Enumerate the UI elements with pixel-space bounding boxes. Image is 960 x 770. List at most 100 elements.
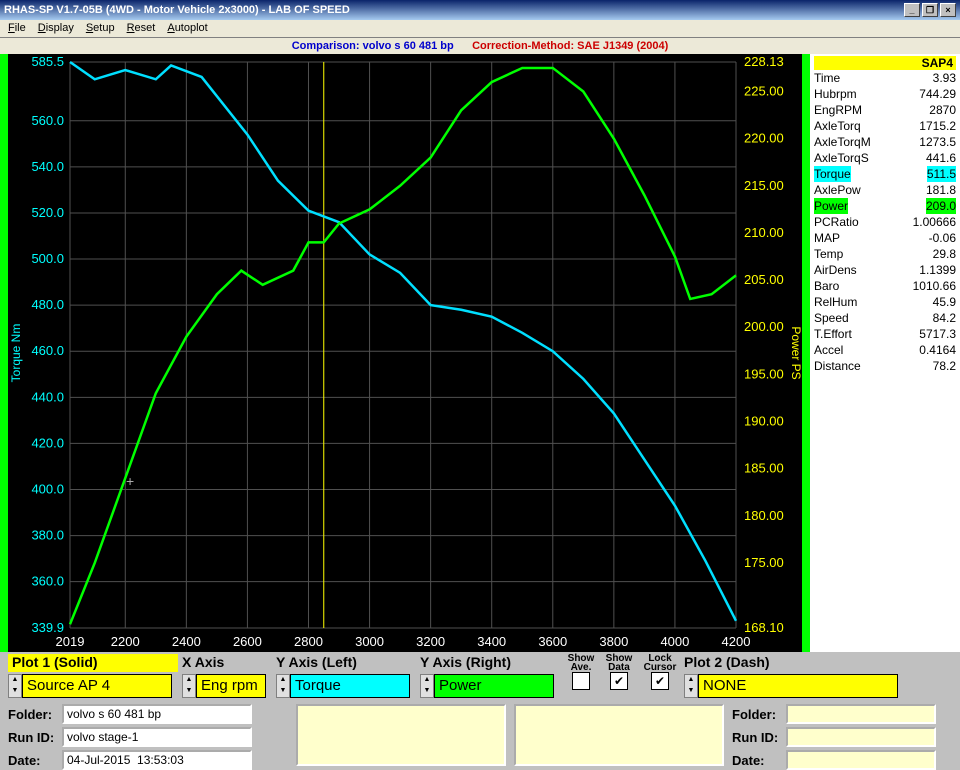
svg-text:215.00: 215.00 xyxy=(744,178,784,193)
data-row-baro: Baro1010.66 xyxy=(814,278,956,294)
svg-text:3200: 3200 xyxy=(416,634,445,649)
data-panel-header: SAP4 xyxy=(814,56,956,70)
showave-title: ShowAve. xyxy=(568,654,595,672)
svg-text:420.0: 420.0 xyxy=(31,435,64,450)
svg-text:400.0: 400.0 xyxy=(31,481,64,496)
menu-setup[interactable]: Setup xyxy=(82,21,119,36)
folder-label-right: Folder: xyxy=(732,707,782,722)
xaxis-field[interactable]: Eng rpm xyxy=(196,674,266,698)
runid-input-left[interactable] xyxy=(62,727,252,747)
minimize-button[interactable]: _ xyxy=(904,3,920,17)
svg-text:2019: 2019 xyxy=(56,634,85,649)
date-label-right: Date: xyxy=(732,753,782,768)
chart-area[interactable]: 2019 2200 2400 2600 2800 3000 3200 3400 3600 3800… xyxy=(0,54,810,652)
svg-text:4200: 4200 xyxy=(722,634,751,649)
data-row-pcratio: PCRatio1.00666 xyxy=(814,214,956,230)
svg-text:2800: 2800 xyxy=(294,634,323,649)
maximize-button[interactable]: ❐ xyxy=(922,3,938,17)
showave-checkbox[interactable] xyxy=(572,672,590,690)
runid-label-right: Run ID: xyxy=(732,730,782,745)
svg-text:4000: 4000 xyxy=(660,634,689,649)
runid-label-left: Run ID: xyxy=(8,730,58,745)
data-row-axletorqm: AxleTorqM1273.5 xyxy=(814,134,956,150)
plot2-source[interactable]: NONE xyxy=(698,674,898,698)
data-row-time: Time3.93 xyxy=(814,70,956,86)
svg-text:220.00: 220.00 xyxy=(744,131,784,146)
svg-text:380.0: 380.0 xyxy=(31,528,64,543)
svg-text:2200: 2200 xyxy=(111,634,140,649)
data-row-temp: Temp29.8 xyxy=(814,246,956,262)
svg-text:225.00: 225.00 xyxy=(744,84,784,99)
svg-text:210.00: 210.00 xyxy=(744,225,784,240)
svg-text:3400: 3400 xyxy=(477,634,506,649)
menu-reset[interactable]: Reset xyxy=(123,21,160,36)
svg-text:500.0: 500.0 xyxy=(31,251,64,266)
svg-text:Power PS: Power PS xyxy=(789,326,802,379)
svg-text:3000: 3000 xyxy=(355,634,384,649)
lockcursor-title: LockCursor xyxy=(644,654,677,672)
svg-text:3800: 3800 xyxy=(599,634,628,649)
data-row-accel: Accel0.4164 xyxy=(814,342,956,358)
plot2-title: Plot 2 (Dash) xyxy=(684,654,904,672)
folder-input-right[interactable] xyxy=(786,704,936,724)
notes-box-1[interactable] xyxy=(296,704,506,766)
showdata-title: ShowData xyxy=(606,654,633,672)
svg-text:200.00: 200.00 xyxy=(744,319,784,334)
showdata-checkbox[interactable]: ✔ xyxy=(610,672,628,690)
svg-text:2600: 2600 xyxy=(233,634,262,649)
svg-text:3600: 3600 xyxy=(538,634,567,649)
svg-text:205.00: 205.00 xyxy=(744,272,784,287)
comparison-label: Comparison: volvo s 60 481 bp xyxy=(292,40,454,52)
folder-label-left: Folder: xyxy=(8,707,58,722)
data-row-axletorq: AxleTorq1715.2 xyxy=(814,118,956,134)
window-title: RHAS-SP V1.7-05B (4WD - Motor Vehicle 2x… xyxy=(4,4,350,16)
yleft-title: Y Axis (Left) xyxy=(276,654,416,672)
menu-autoplot[interactable]: Autoplot xyxy=(163,21,211,36)
info-bar: Comparison: volvo s 60 481 bp Correction… xyxy=(0,38,960,54)
yleft-field[interactable]: Torque xyxy=(290,674,410,698)
window-titlebar: RHAS-SP V1.7-05B (4WD - Motor Vehicle 2x… xyxy=(0,0,960,20)
yright-spinner[interactable]: ▲▼ xyxy=(420,674,434,698)
runid-input-right[interactable] xyxy=(786,727,936,747)
yright-field[interactable]: Power xyxy=(434,674,554,698)
plot1-spinner[interactable]: ▲▼ xyxy=(8,674,22,698)
data-row-map: MAP-0.06 xyxy=(814,230,956,246)
svg-text:168.10: 168.10 xyxy=(744,620,784,635)
svg-text:Torque Nm: Torque Nm xyxy=(9,324,23,383)
date-input-left[interactable] xyxy=(62,750,252,770)
svg-text:540.0: 540.0 xyxy=(31,159,64,174)
yleft-spinner[interactable]: ▲▼ xyxy=(276,674,290,698)
svg-text:195.00: 195.00 xyxy=(744,366,784,381)
data-row-airdens: AirDens1.1399 xyxy=(814,262,956,278)
yright-title: Y Axis (Right) xyxy=(420,654,560,672)
svg-text:228.13: 228.13 xyxy=(744,54,784,69)
lockcursor-checkbox[interactable]: ✔ xyxy=(651,672,669,690)
close-button[interactable]: × xyxy=(940,3,956,17)
folder-input-left[interactable] xyxy=(62,704,252,724)
data-row-relhum: RelHum45.9 xyxy=(814,294,956,310)
svg-text:175.00: 175.00 xyxy=(744,555,784,570)
date-label-left: Date: xyxy=(8,753,58,768)
svg-text:190.00: 190.00 xyxy=(744,414,784,429)
notes-box-2[interactable] xyxy=(514,704,724,766)
menu-file[interactable]: File xyxy=(4,21,30,36)
svg-text:585.5: 585.5 xyxy=(31,54,64,69)
data-row-t.effort: T.Effort5717.3 xyxy=(814,326,956,342)
svg-text:2400: 2400 xyxy=(172,634,201,649)
correction-label: Correction-Method: SAE J1349 (2004) xyxy=(472,40,668,52)
date-input-right[interactable] xyxy=(786,750,936,770)
plot2-spinner[interactable]: ▲▼ xyxy=(684,674,698,698)
controls-panel: Plot 1 (Solid) ▲▼Source AP 4 X Axis ▲▼En… xyxy=(0,652,960,768)
svg-text:185.00: 185.00 xyxy=(744,461,784,476)
xaxis-spinner[interactable]: ▲▼ xyxy=(182,674,196,698)
data-row-axlepow: AxlePow181.8 xyxy=(814,182,956,198)
svg-text:360.0: 360.0 xyxy=(31,574,64,589)
plot1-source[interactable]: Source AP 4 xyxy=(22,674,172,698)
menu-display[interactable]: Display xyxy=(34,21,78,36)
data-row-hubrpm: Hubrpm744.29 xyxy=(814,86,956,102)
svg-text:460.0: 460.0 xyxy=(31,343,64,358)
data-row-torque: Torque511.5 xyxy=(814,166,956,182)
menu-bar: File Display Setup Reset Autoplot xyxy=(0,20,960,38)
svg-text:180.00: 180.00 xyxy=(744,508,784,523)
data-row-speed: Speed84.2 xyxy=(814,310,956,326)
